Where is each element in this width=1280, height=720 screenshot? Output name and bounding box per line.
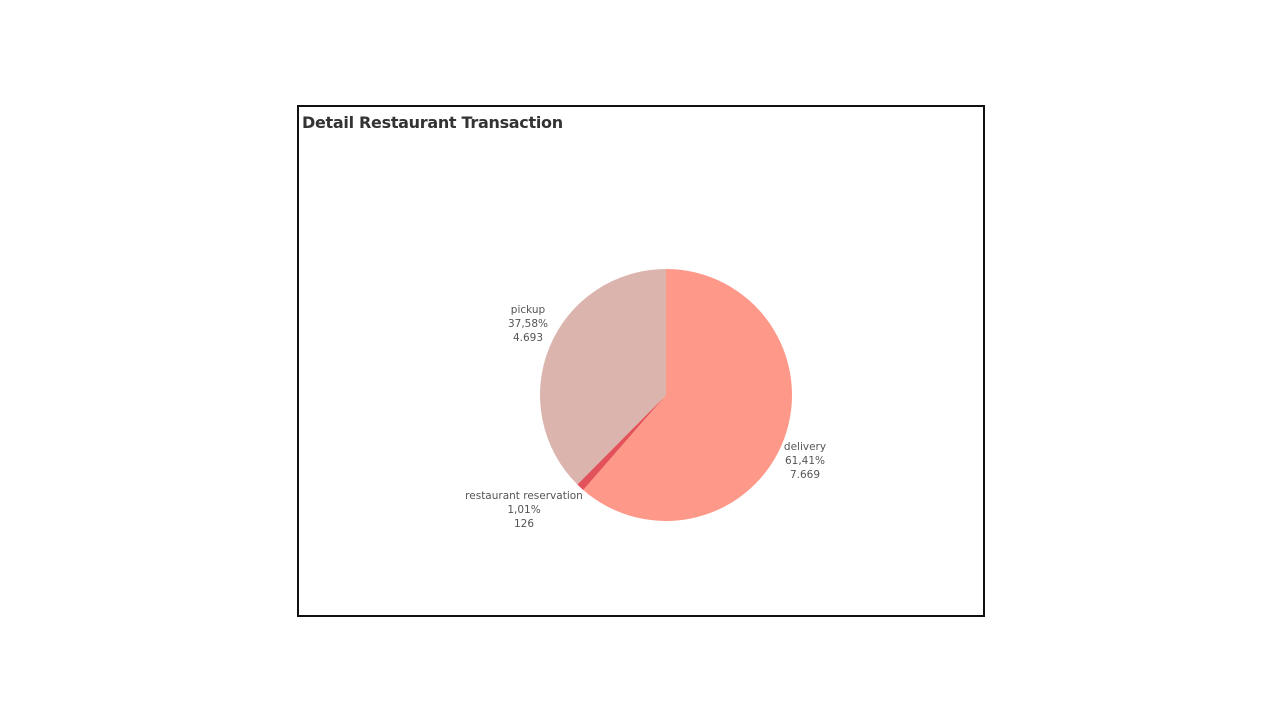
pie-labels: delivery 61,41% 7.669 restaurant reservatio… [465,304,826,530]
slice-label-pickup-percent: 37,58% [508,318,548,330]
pie-slices [540,269,792,521]
slice-label-pickup-value: 4.693 [513,332,543,344]
slice-label-delivery-percent: 61,41% [785,455,825,467]
slice-label-restaurant-reservation-name: restaurant reservation [465,490,583,502]
pie-slice-restaurant-reservation [577,395,666,490]
slice-label-restaurant-reservation-value: 126 [514,518,534,530]
slice-label-delivery-name: delivery [784,441,826,453]
pie-slice-pickup [540,269,666,485]
slice-label-restaurant-reservation-percent: 1,01% [507,504,540,516]
pie-chart: delivery 61,41% 7.669 restaurant reservatio… [465,269,826,530]
slice-label-pickup-name: pickup [511,304,546,316]
slice-label-delivery-value: 7.669 [790,469,820,481]
chart-title: Detail Restaurant Transaction [302,113,563,132]
pie-slice-delivery [583,269,792,521]
chart-frame: Detail Restaurant Transaction delivery 61… [297,105,985,617]
